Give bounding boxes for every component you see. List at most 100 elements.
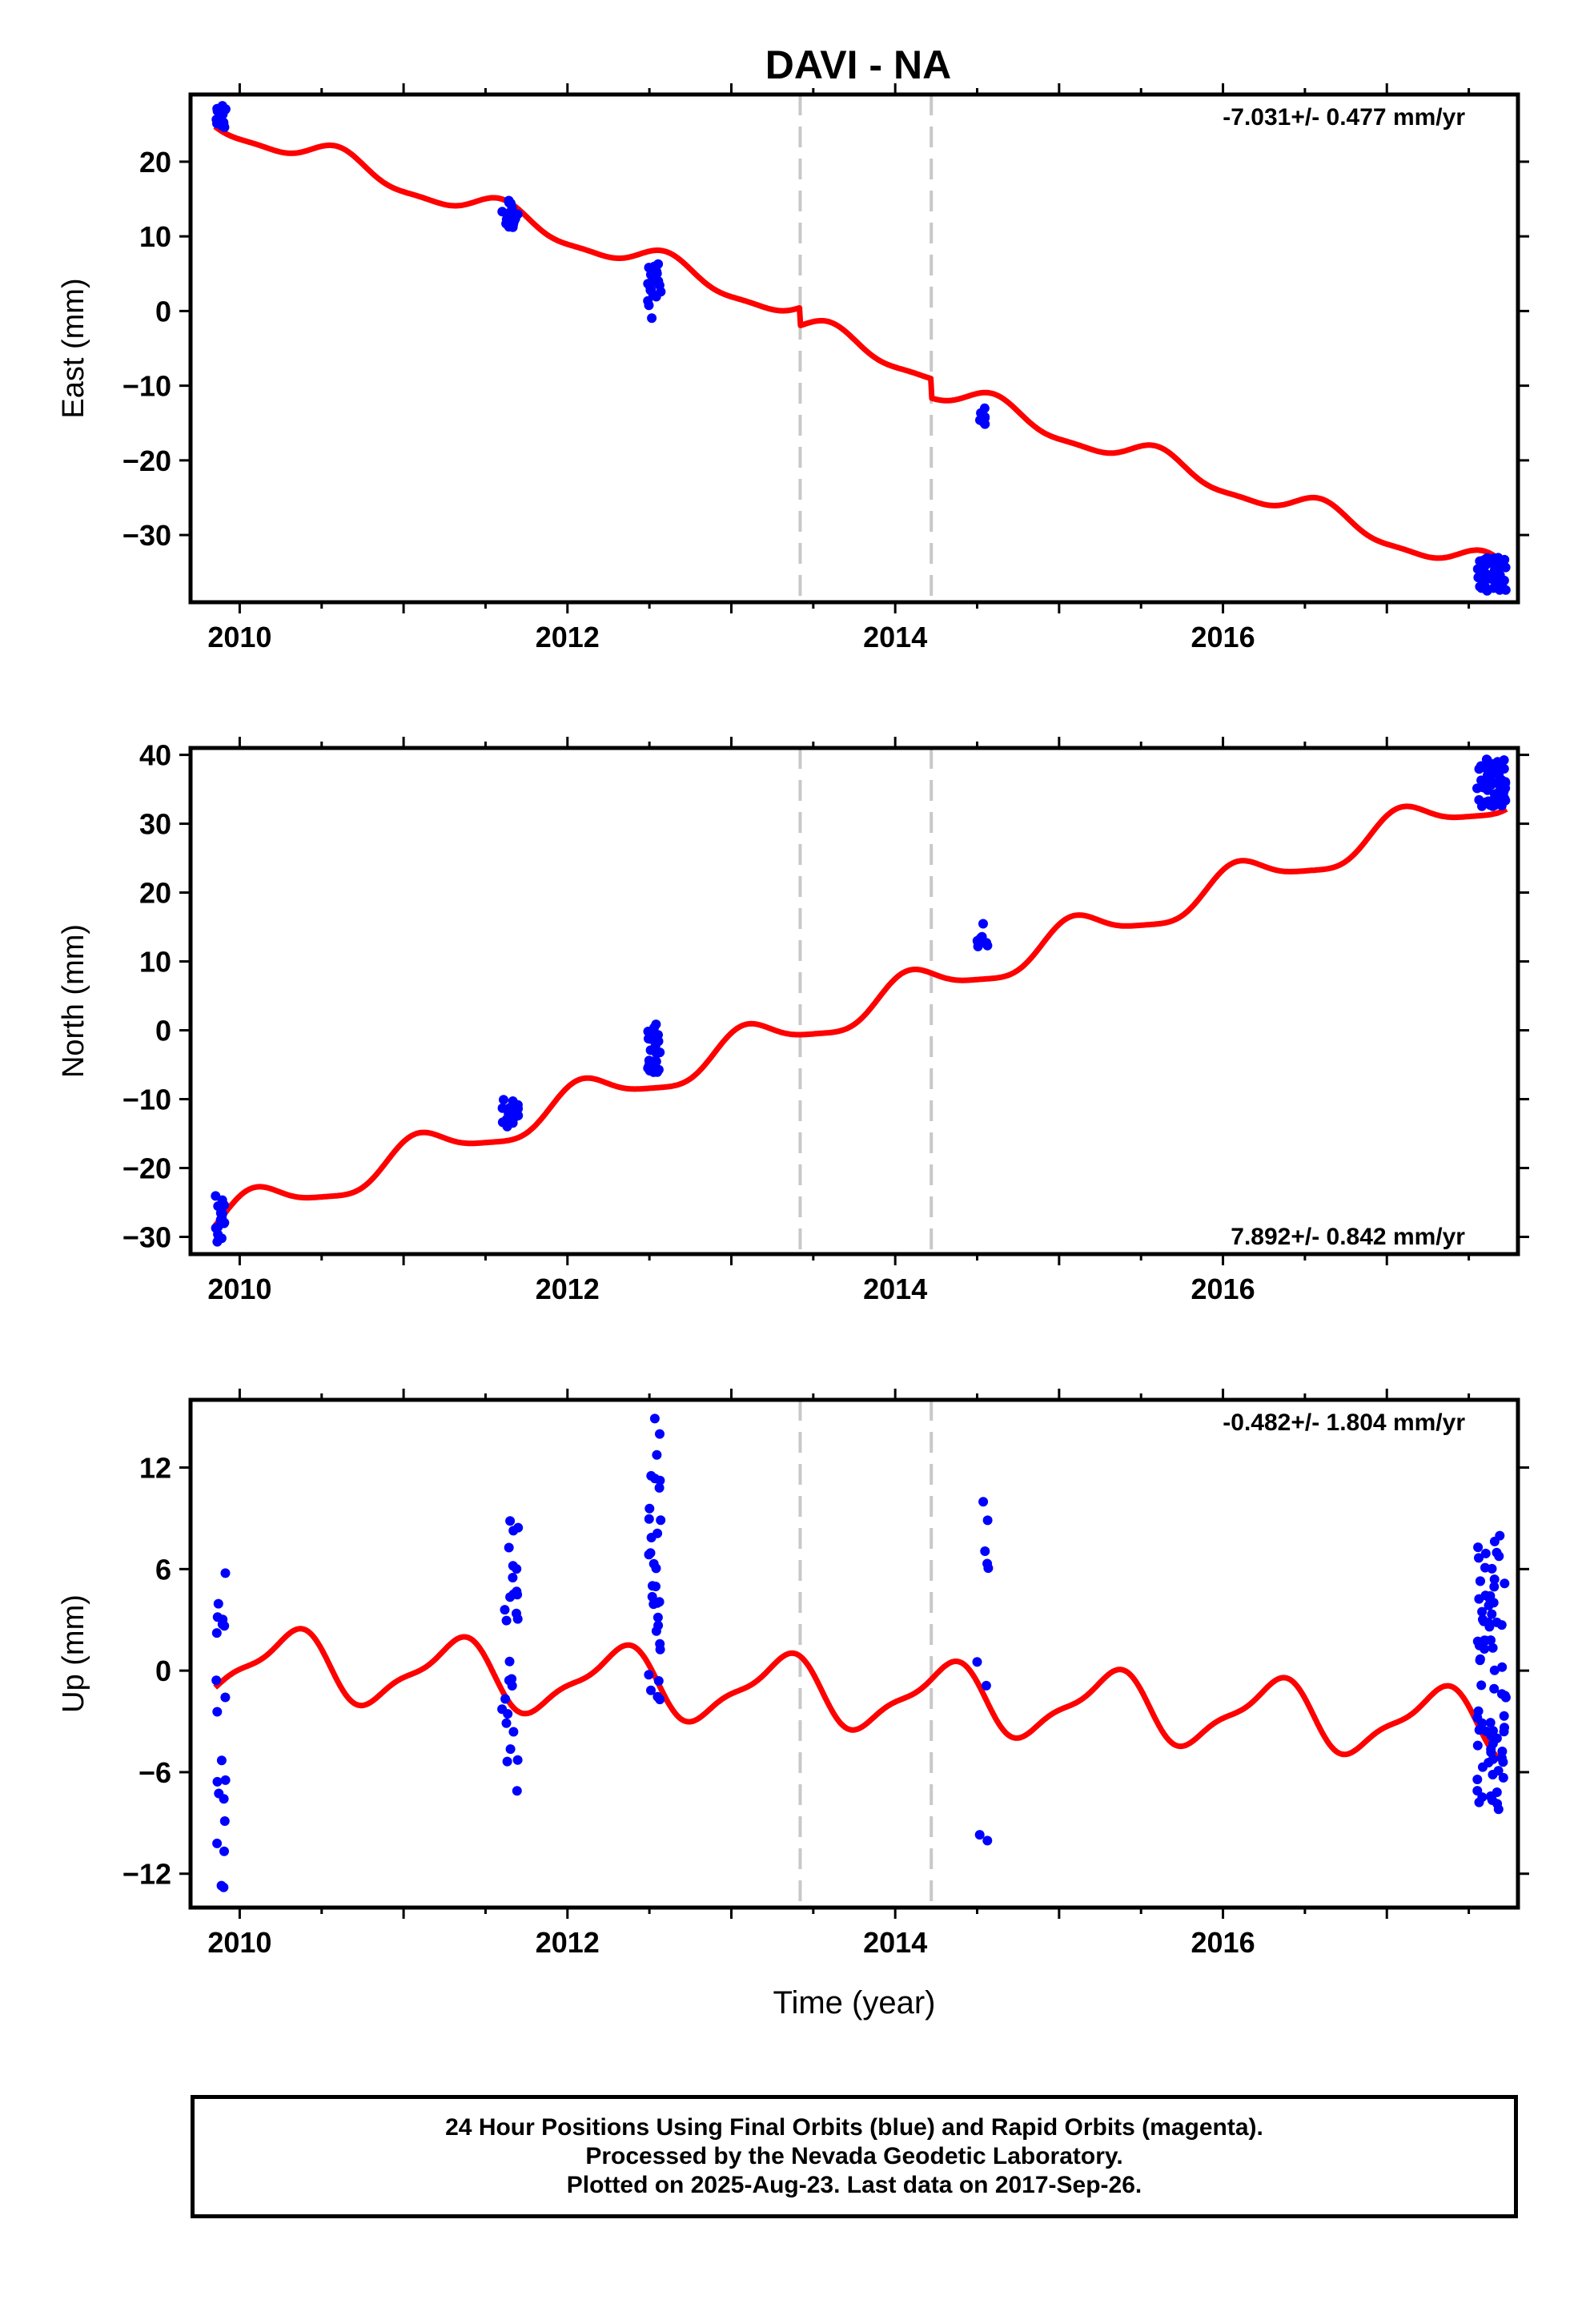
data-point xyxy=(1485,1590,1496,1601)
data-point xyxy=(1486,1635,1496,1646)
y-tick-label: 0 xyxy=(155,1655,171,1687)
data-point xyxy=(650,1474,660,1484)
data-point xyxy=(219,1882,229,1892)
y-tick-label: 0 xyxy=(155,1015,171,1047)
data-point xyxy=(512,1755,523,1765)
data-point xyxy=(501,1718,512,1728)
data-point xyxy=(644,1670,654,1680)
data-point xyxy=(1472,1775,1483,1784)
data-point xyxy=(1489,1582,1500,1592)
footer-box: 24 Hour Positions Using Final Orbits (bl… xyxy=(191,2095,1518,2218)
data-point xyxy=(216,1755,227,1766)
data-point xyxy=(652,1528,663,1538)
data-point xyxy=(982,938,992,948)
data-point xyxy=(1497,1747,1508,1756)
data-point xyxy=(653,259,664,269)
footer-line-3: Plotted on 2025-Aug-23. Last data on 201… xyxy=(566,2172,1142,2198)
data-point xyxy=(505,1744,516,1755)
data-point xyxy=(211,1191,221,1201)
y-tick-label: −30 xyxy=(122,1221,171,1254)
data-point xyxy=(1475,1655,1485,1666)
chart-title: DAVI - NA xyxy=(765,42,951,87)
footer-line-2: Processed by the Nevada Geodetic Laborat… xyxy=(585,2143,1123,2169)
data-point xyxy=(213,1598,223,1609)
data-point xyxy=(643,296,653,306)
data-point xyxy=(1484,573,1495,584)
y-tick-label: 0 xyxy=(155,295,171,328)
data-point xyxy=(1490,792,1500,802)
data-point xyxy=(508,214,518,224)
data-point xyxy=(982,1558,993,1569)
data-point xyxy=(220,1692,231,1703)
data-point xyxy=(512,1614,523,1624)
data-point xyxy=(982,1835,993,1846)
data-point xyxy=(651,276,661,286)
data-point xyxy=(508,1727,519,1737)
x-tick-label: 2016 xyxy=(1191,1926,1255,1959)
plot-area xyxy=(211,1400,1511,1908)
data-point xyxy=(512,1586,522,1597)
data-point xyxy=(649,1023,659,1033)
data-point xyxy=(980,1546,990,1556)
data-point xyxy=(219,1794,229,1804)
data-point xyxy=(1477,1792,1488,1803)
x-tick-label: 2010 xyxy=(207,621,271,653)
data-point xyxy=(1496,801,1507,810)
data-point xyxy=(645,1548,656,1558)
y-tick-label: −10 xyxy=(122,370,171,403)
data-point xyxy=(652,1612,663,1622)
data-point xyxy=(1472,564,1483,574)
data-point xyxy=(1486,1747,1496,1758)
data-point xyxy=(1485,1718,1496,1728)
data-point xyxy=(650,267,661,277)
data-point xyxy=(218,1614,228,1625)
data-point xyxy=(211,1675,222,1686)
data-point xyxy=(501,1615,512,1626)
data-point xyxy=(1491,778,1501,788)
rate-annotation: -0.482+/- 1.804 mm/yr xyxy=(1223,1409,1465,1436)
y-tick-label: 20 xyxy=(139,877,171,910)
data-point xyxy=(1497,1662,1508,1672)
x-tick-label: 2012 xyxy=(536,621,600,653)
data-point xyxy=(649,1413,660,1424)
data-point xyxy=(646,1685,656,1695)
data-point xyxy=(1478,1762,1488,1772)
data-point xyxy=(643,1063,653,1073)
data-point xyxy=(1488,1642,1498,1653)
data-point xyxy=(972,1657,982,1667)
panel-up: 2010 2012 2014 2016 12 6 0 −6 −12 Up (mm) -0.482+/… xyxy=(57,1389,1529,2020)
data-point xyxy=(512,1564,522,1574)
y-tick-label: −10 xyxy=(122,1084,171,1116)
data-point xyxy=(503,1709,513,1719)
y-axis-label: North (mm) xyxy=(57,924,90,1078)
data-point xyxy=(1480,1644,1490,1654)
data-point xyxy=(1476,583,1487,593)
y-tick-label: 6 xyxy=(155,1553,171,1586)
x-tick-label: 2016 xyxy=(1191,1273,1255,1305)
data-point xyxy=(504,1656,515,1667)
data-point xyxy=(1475,1576,1485,1586)
data-point xyxy=(1498,1772,1508,1783)
data-point xyxy=(1495,1530,1505,1541)
x-tick-label: 2016 xyxy=(1191,621,1255,653)
plot-frame xyxy=(188,92,1520,605)
data-point xyxy=(1472,783,1482,794)
y-tick-label: −20 xyxy=(122,444,171,477)
x-tick-label: 2012 xyxy=(536,1273,600,1305)
plot-frame xyxy=(188,746,1520,1256)
data-point xyxy=(978,1497,989,1507)
data-point xyxy=(508,1526,519,1536)
y-tick-label: 10 xyxy=(139,220,171,253)
data-point xyxy=(1472,1740,1483,1751)
data-point xyxy=(653,1036,664,1047)
data-point xyxy=(1499,786,1509,797)
data-point xyxy=(497,1103,508,1113)
data-point xyxy=(1492,1733,1502,1743)
data-point xyxy=(1492,1799,1503,1809)
data-point xyxy=(644,1503,655,1514)
data-point xyxy=(507,1681,517,1691)
data-point xyxy=(220,1568,231,1578)
data-point xyxy=(499,1095,508,1105)
